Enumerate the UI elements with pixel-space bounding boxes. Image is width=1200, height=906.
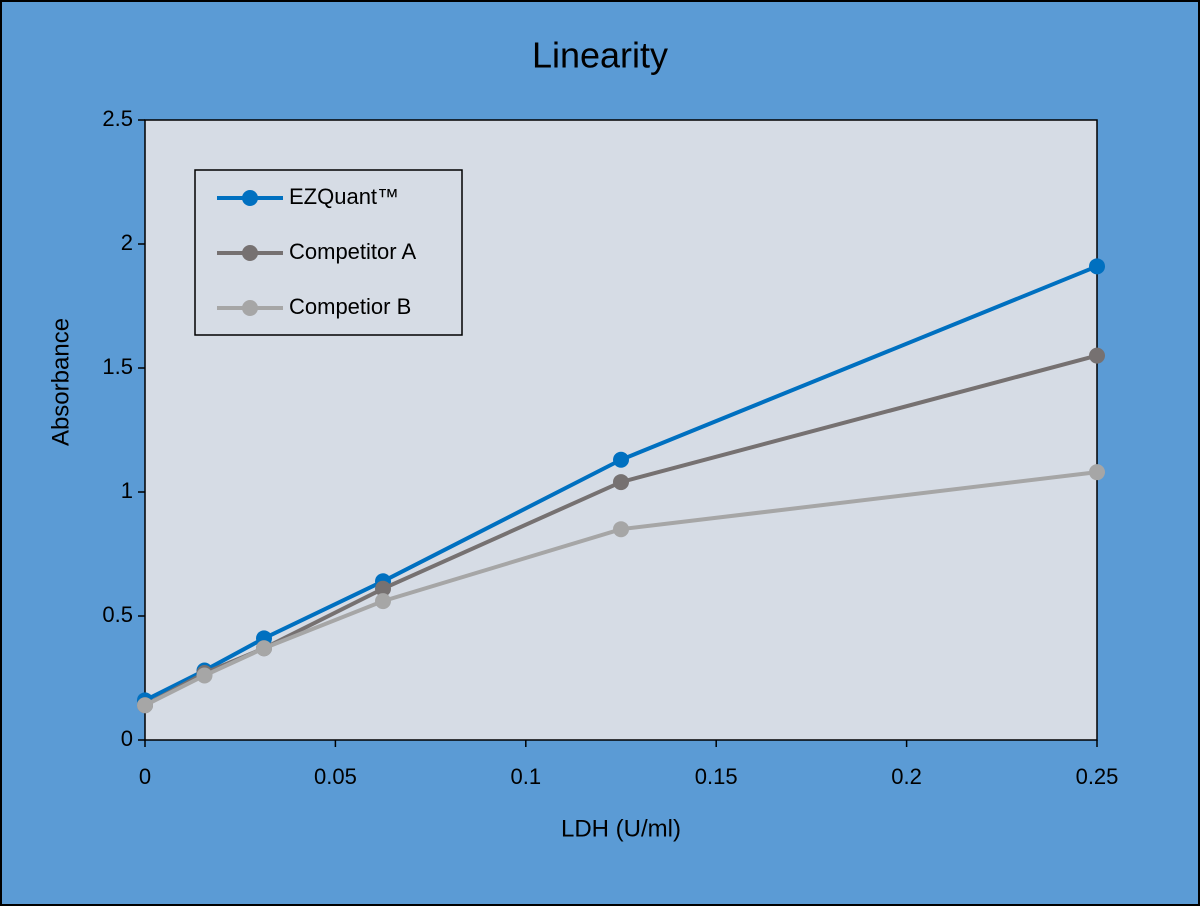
data-point: [375, 580, 391, 597]
data-point: [1089, 347, 1105, 364]
data-point: [375, 593, 391, 610]
x-tick-label: 0: [139, 764, 151, 789]
series-line: [144, 264, 1098, 703]
data-point: [613, 451, 629, 468]
chart-title: Linearity: [532, 35, 668, 76]
legend-marker: [242, 245, 258, 261]
y-tick-label: 2.5: [102, 106, 133, 131]
y-tick-label: 2: [121, 230, 133, 255]
x-tick-label: 0.05: [314, 764, 357, 789]
y-axis-label: Absorbance: [47, 318, 74, 446]
x-tick-label: 0.25: [1076, 764, 1119, 789]
data-point: [613, 474, 629, 491]
y-tick-label: 1: [121, 478, 133, 503]
legend-label: Competior B: [289, 294, 411, 319]
y-tick-label: 0.5: [102, 602, 133, 627]
x-axis-label: LDH (U/ml): [561, 815, 681, 842]
series-line: [144, 470, 1098, 708]
x-tick-label: 0.1: [511, 764, 542, 789]
data-point: [256, 640, 272, 657]
data-point: [613, 521, 629, 538]
y-tick-label: 0: [121, 726, 133, 751]
x-tick-label: 0.15: [695, 764, 738, 789]
data-point: [137, 697, 153, 714]
data-point: [1089, 464, 1105, 481]
legend-label: EZQuant™: [289, 184, 399, 209]
legend-marker: [242, 300, 258, 316]
data-point: [1089, 258, 1105, 275]
legend-marker: [242, 190, 258, 206]
data-point: [196, 667, 213, 684]
legend-label: Competitor A: [289, 239, 416, 264]
y-tick-label: 1.5: [102, 354, 133, 379]
x-tick-label: 0.2: [891, 764, 922, 789]
